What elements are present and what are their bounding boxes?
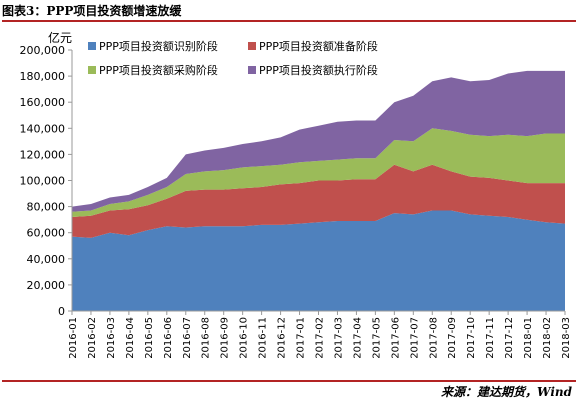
y-tick-label: 60,000: [27, 227, 66, 240]
legend-label-3: PPP项目投资额采购阶段: [99, 63, 218, 77]
x-tick-label: 2016-04: [125, 317, 136, 359]
x-tick-label: 2018-02: [542, 317, 553, 359]
stacked-area-chart: 0 20,000 40,000 60,000 80,000 100,000 120,000 1…: [20, 30, 573, 359]
area-series-1: [72, 210, 565, 311]
y-tick-label: 80,000: [27, 201, 66, 214]
area-series-3: [72, 128, 565, 217]
x-tick-label: 2017-12: [504, 317, 515, 359]
x-tick-label: 2017-07: [409, 317, 420, 359]
y-tick-label: 20,000: [27, 279, 66, 292]
x-tick-label: 2016-01: [68, 317, 79, 359]
area-series-4: [72, 70, 565, 212]
y-tick-label: 140,000: [20, 122, 66, 135]
x-tick-label: 2017-06: [390, 317, 401, 359]
legend-label-4: PPP项目投资额执行阶段: [259, 63, 378, 77]
x-tick-label: 2017-03: [333, 317, 344, 359]
x-tick-label: 2018-03: [561, 317, 572, 359]
x-tick-label: 2018-01: [523, 317, 534, 359]
area-series-2: [72, 164, 565, 238]
y-tick-label: 200,000: [20, 44, 66, 57]
x-tick-label: 2017-10: [466, 317, 477, 359]
y-tick-labels: 0 20,000 40,000 60,000 80,000 100,000 120,000 1…: [20, 44, 72, 318]
x-tick-label: 2016-03: [106, 317, 117, 359]
x-tick-label: 2016-10: [239, 317, 250, 359]
x-tick-label: 2016-08: [201, 317, 212, 359]
legend-label-1: PPP项目投资额识别阶段: [99, 39, 218, 53]
y-tick-label: 100,000: [20, 175, 66, 188]
legend: PPP项目投资额识别阶段 PPP项目投资额准备阶段 PPP项目投资额采购阶段 PPP项…: [88, 39, 378, 77]
x-tick-label: 2016-05: [144, 317, 155, 359]
legend-swatch-4: [248, 66, 256, 74]
legend-swatch-1: [88, 42, 96, 50]
x-tick-label: 2016-09: [220, 317, 231, 359]
x-tick-label: 2017-02: [315, 317, 326, 359]
legend-swatch-3: [88, 66, 96, 74]
x-tick-labels: 2016-01 2016-02 2016-03 2016-04 2016-05 2016-…: [68, 311, 572, 359]
source-rule: [2, 380, 576, 382]
y-tick-label: 120,000: [20, 148, 66, 161]
area-layer: [72, 70, 565, 311]
x-tick-label: 2016-06: [163, 317, 174, 359]
source-note: 来源：建达期货，Wind: [441, 385, 572, 399]
x-tick-label: 2017-04: [352, 317, 363, 359]
x-tick-label: 2017-05: [371, 317, 382, 359]
x-tick-label: 2017-11: [485, 317, 496, 359]
x-tick-label: 2016-11: [258, 317, 269, 359]
x-tick-label: 2016-02: [87, 317, 98, 359]
y-tick-label: 0: [58, 305, 65, 318]
title-rule: [2, 20, 576, 22]
legend-swatch-2: [248, 42, 256, 50]
x-tick-label: 2017-08: [428, 317, 439, 359]
x-tick-label: 2017-09: [447, 317, 458, 359]
x-tick-label: 2016-07: [182, 317, 193, 359]
y-tick-label: 40,000: [27, 253, 66, 266]
y-tick-label: 160,000: [20, 96, 66, 109]
x-tick-label: 2017-01: [296, 317, 307, 359]
y-tick-label: 180,000: [20, 70, 66, 83]
legend-label-2: PPP项目投资额准备阶段: [259, 39, 378, 53]
y-unit-label: 亿元: [48, 30, 72, 45]
x-tick-label: 2016-12: [277, 317, 288, 359]
figure-title: 图表3：PPP项目投资额增速放缓: [2, 4, 182, 18]
